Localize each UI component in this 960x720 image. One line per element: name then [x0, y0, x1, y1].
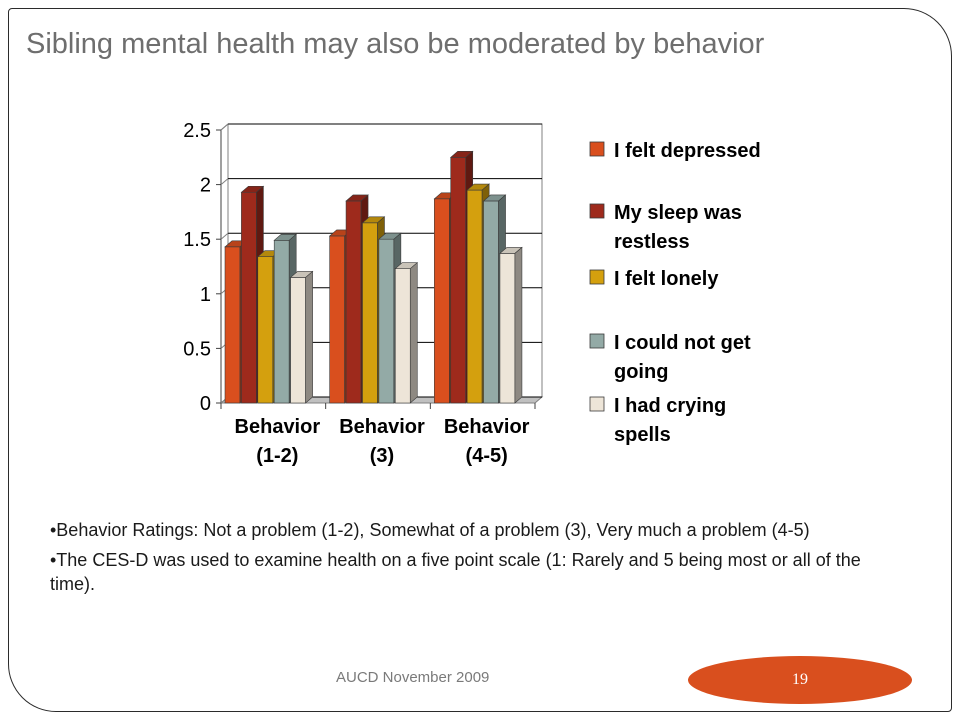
bar [329, 235, 345, 404]
x-category-label: (1-2) [256, 445, 298, 467]
bar [394, 268, 411, 404]
footer-text: AUCD November 2009 [336, 669, 490, 686]
x-category-label: Behavior [444, 416, 530, 438]
bar [378, 238, 395, 404]
bar-side [305, 270, 313, 404]
legend-label: I had crying [614, 395, 726, 417]
bar [224, 246, 241, 404]
notes-list: •Behavior Ratings: Not a problem (1-2), … [50, 518, 910, 602]
legend-swatch [589, 396, 605, 412]
bar [290, 277, 306, 404]
legend-label: My sleep was [614, 202, 742, 224]
y-tick-label: 1.5 [183, 229, 211, 251]
page-number-badge: 19 [688, 656, 912, 704]
bar [434, 198, 450, 404]
legend-label: restless [614, 231, 690, 253]
legend-swatch [589, 269, 605, 285]
gridline-depth [220, 232, 229, 240]
x-category-label: Behavior [235, 416, 321, 438]
legend-label: going [614, 361, 668, 383]
slide-title: Sibling mental health may also be modera… [26, 28, 765, 60]
bar [466, 189, 483, 404]
legend-label: I felt lonely [614, 268, 719, 290]
page-number: 19 [792, 671, 808, 688]
legend-swatch [589, 141, 605, 157]
bar-chart: 0 0.5 1 1.5 2 2.5 Behavior (1-2) Behavior (3) Beha… [183, 120, 761, 467]
y-tick-label: 2 [200, 175, 211, 197]
note-behavior-ratings: •Behavior Ratings: Not a problem (1-2), … [50, 520, 810, 540]
bar [257, 256, 274, 404]
y-tick-label: 0.5 [183, 338, 211, 360]
legend-swatch [589, 203, 605, 219]
x-category-label: (4-5) [466, 445, 508, 467]
bar-side [409, 262, 418, 404]
bar [345, 200, 362, 404]
legend-label: I felt depressed [614, 140, 761, 162]
bar-side [514, 246, 523, 404]
x-category-label: (3) [370, 445, 394, 467]
y-tick-label: 2.5 [183, 120, 211, 142]
legend-label: I could not get [614, 332, 751, 354]
bar [362, 222, 378, 404]
bar [273, 239, 290, 404]
bar [450, 157, 467, 404]
y-tick-label: 1 [200, 284, 211, 306]
bar [499, 253, 516, 404]
y-tick-label: 0 [200, 393, 211, 415]
note-ces-d-scale: •The CES-D was used to examine health on… [50, 550, 861, 594]
bar [241, 191, 257, 404]
bar [483, 200, 499, 404]
x-category-label: Behavior [339, 416, 425, 438]
slide-frame [8, 8, 952, 712]
gridline-depth [220, 123, 229, 131]
legend-label: spells [614, 424, 671, 446]
gridline-depth [220, 178, 229, 185]
legend-swatch [589, 333, 605, 349]
